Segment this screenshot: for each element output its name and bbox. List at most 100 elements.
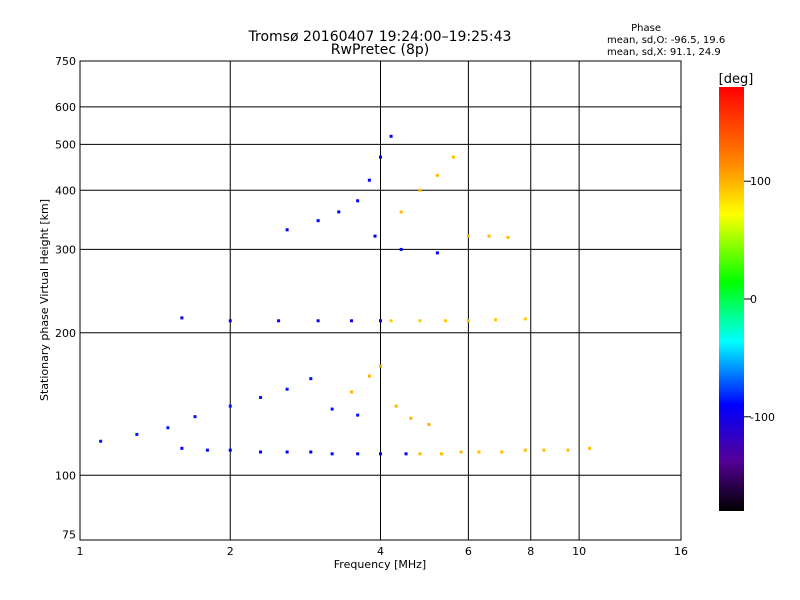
data-point [373, 234, 377, 238]
phase-legend-x: mean, sd,X: 91.1, 24.9 [607, 47, 721, 58]
y-tick-label: 600 [55, 101, 76, 114]
data-point [309, 450, 313, 454]
data-point [367, 374, 371, 378]
data-points [99, 134, 592, 456]
colorbar-tick-label: -100 [750, 411, 775, 424]
data-point [588, 446, 592, 450]
data-point [205, 448, 209, 452]
data-point [466, 234, 470, 238]
data-point [523, 448, 527, 452]
y-tick-label: 500 [55, 138, 76, 151]
data-point [418, 188, 422, 192]
data-point [180, 446, 184, 450]
data-point [309, 377, 313, 381]
data-point [379, 319, 382, 323]
colorbar-tick-label: 100 [750, 175, 771, 188]
x-tick-label: 1 [77, 545, 84, 558]
data-point [259, 450, 263, 454]
colorbar-gradient [719, 87, 744, 511]
plot-frame [79, 60, 682, 541]
data-point [523, 317, 527, 321]
x-tick-label: 6 [465, 545, 472, 558]
phase-legend-o: mean, sd,O: -96.5, 19.6 [607, 35, 725, 46]
data-point [435, 251, 439, 255]
data-point [440, 452, 444, 456]
data-point [427, 423, 431, 427]
data-point [356, 199, 360, 203]
data-point [500, 450, 504, 454]
x-tick-labels: 1 2 4 6 8 10 16 [77, 545, 689, 558]
phase-legend-title: Phase [631, 23, 661, 34]
x-tick-label: 16 [674, 545, 688, 558]
data-point [404, 452, 408, 456]
chart-subtitle: RwPretec (8p) [331, 42, 429, 58]
data-point [435, 173, 439, 177]
data-point [459, 450, 463, 454]
data-point [350, 319, 354, 323]
data-point [277, 319, 281, 323]
data-point [99, 439, 103, 443]
data-point [285, 228, 289, 232]
y-tick-label: 300 [55, 243, 76, 256]
data-point [337, 210, 341, 214]
data-point [350, 390, 354, 394]
data-point [394, 404, 398, 408]
data-point [367, 178, 371, 182]
colorbar-label: [deg] [719, 72, 754, 87]
y-tick-label: 400 [55, 184, 76, 197]
data-point [330, 452, 334, 456]
data-point [193, 415, 197, 419]
data-point [379, 364, 382, 368]
y-tick-label: 100 [55, 469, 76, 482]
chart-title: Tromsø 20160407 19:24:00–19:25:43 [248, 29, 512, 45]
x-tick-label: 8 [527, 545, 534, 558]
data-point [356, 452, 360, 456]
data-point [389, 319, 393, 323]
data-point [379, 155, 382, 159]
data-point [379, 452, 382, 456]
data-point [285, 450, 289, 454]
data-point [135, 432, 139, 436]
x-tick-label: 2 [227, 545, 234, 558]
x-axis-label: Frequency [MHz] [334, 558, 426, 571]
data-point [330, 407, 334, 411]
data-point [399, 210, 403, 214]
data-point [180, 316, 184, 320]
data-point [487, 234, 491, 238]
data-point [466, 319, 470, 323]
y-tick-label: 200 [55, 327, 76, 340]
y-tick-labels: 75 100 200 300 400 500 600 750 [55, 55, 76, 541]
data-point [228, 448, 232, 452]
data-point [285, 387, 289, 391]
data-point [566, 448, 570, 452]
data-point [389, 134, 393, 138]
data-point [316, 219, 320, 223]
data-point [444, 319, 448, 323]
grid [80, 61, 681, 540]
colorbar-tick-label: 0 [750, 293, 757, 306]
data-point [451, 155, 455, 159]
y-tick-label: 75 [62, 528, 76, 541]
y-tick-label: 750 [55, 55, 76, 68]
data-point [506, 235, 510, 239]
data-point [356, 413, 360, 417]
data-point [418, 452, 422, 456]
data-point [399, 247, 403, 251]
colorbar-ticks: 100 0 -100 [744, 175, 775, 424]
colorbar: [deg] 100 0 -100 [719, 72, 775, 511]
x-tick-label: 4 [377, 545, 384, 558]
data-point [418, 319, 422, 323]
phase-legend: Phase mean, sd,O: -96.5, 19.6 mean, sd,X… [607, 23, 725, 58]
data-point [542, 448, 546, 452]
data-point [166, 426, 170, 430]
y-axis-label: Stationary phase Virtual Height [km] [38, 199, 51, 401]
data-point [409, 416, 413, 420]
data-point [477, 450, 481, 454]
data-point [228, 319, 232, 323]
data-point [494, 318, 498, 322]
data-point [228, 404, 232, 408]
data-point [259, 395, 263, 399]
data-point [316, 319, 320, 323]
x-tick-label: 10 [572, 545, 586, 558]
